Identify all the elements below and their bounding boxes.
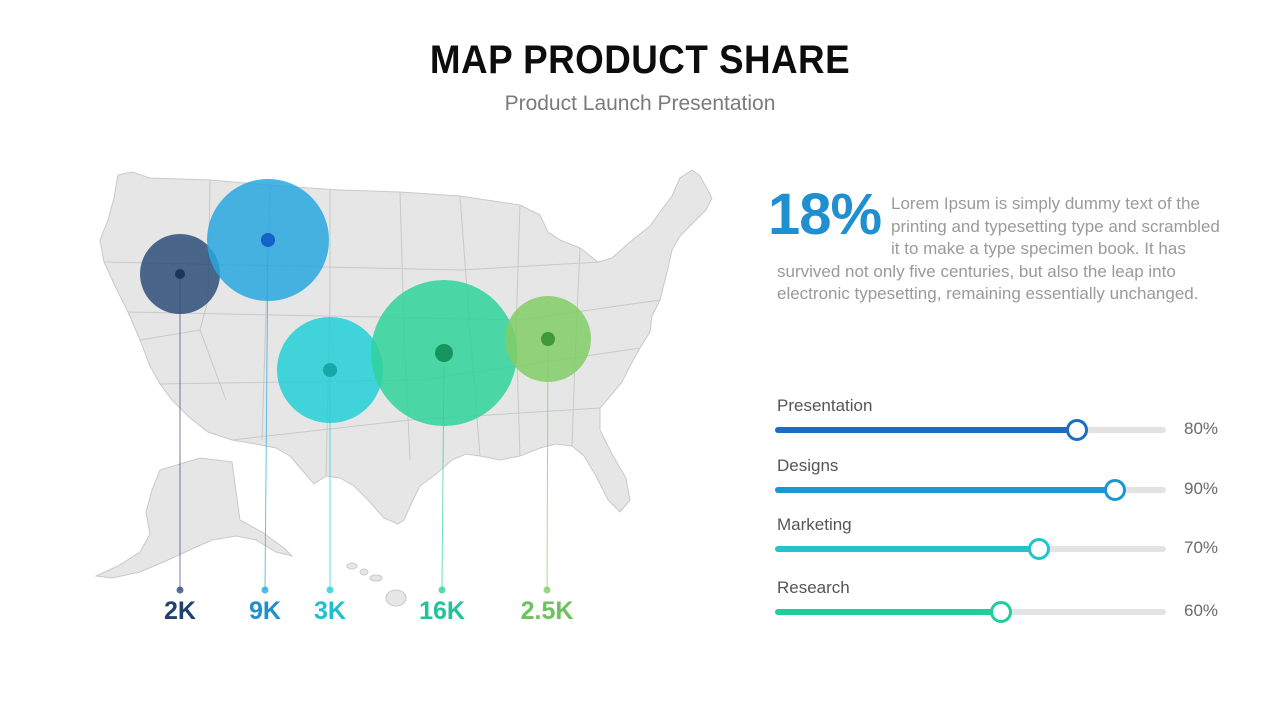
marker-anchor-dot <box>261 586 269 594</box>
progress-bar-value: 80% <box>1184 419 1219 438</box>
marker-value-label: 16K <box>419 597 465 625</box>
progress-bar-marketing: Marketing 70% <box>775 515 1235 560</box>
progress-bar-track <box>775 479 1166 501</box>
marker-anchor-dot <box>176 586 184 594</box>
page-subtitle: Product Launch Presentation <box>504 92 776 115</box>
progress-bar-handle[interactable] <box>1103 479 1126 501</box>
progress-bar-fill <box>775 546 1040 552</box>
marker-value-label: 9K <box>249 597 281 625</box>
progress-bar-fill <box>775 487 1115 493</box>
progress-bar-research: Research 60% <box>775 578 1235 623</box>
map-marker-5[interactable]: 2.5K <box>505 296 591 625</box>
marker-value-label: 3K <box>314 597 346 625</box>
progress-bar-label: Research <box>777 578 850 597</box>
progress-bar-label: Presentation <box>777 396 873 415</box>
progress-bar-handle[interactable] <box>1065 419 1088 441</box>
marker-center-dot <box>435 344 453 362</box>
marker-center-dot <box>261 233 275 247</box>
marker-anchor-dot <box>438 586 446 594</box>
map-marker-2[interactable]: 9K <box>207 179 329 625</box>
progress-bar-value: 90% <box>1184 479 1219 498</box>
progress-bar-handle[interactable] <box>1028 538 1051 560</box>
progress-bar-designs: Designs 90% <box>775 456 1235 501</box>
progress-bar-fill <box>775 427 1077 433</box>
progress-bar-value: 70% <box>1184 538 1219 557</box>
marker-center-dot <box>175 269 185 279</box>
marker-value-label: 2.5K <box>521 597 574 625</box>
stat-description: Lorem Ipsum is simply dummy text of the … <box>777 193 1229 306</box>
progress-bar-fill <box>775 609 1002 615</box>
map-marker-4[interactable]: 16K <box>371 280 517 625</box>
progress-bar-track <box>775 601 1166 623</box>
stat-description-text: Lorem Ipsum is simply dummy text of the … <box>777 194 1220 303</box>
marker-anchor-dot <box>326 586 334 594</box>
page-title: MAP PRODUCT SHARE <box>429 38 851 82</box>
progress-bar-handle[interactable] <box>990 601 1013 623</box>
progress-bar-label: Designs <box>777 456 839 475</box>
progress-bar-track <box>775 419 1166 441</box>
marker-center-dot <box>323 363 337 377</box>
map-marker-3[interactable]: 3K <box>277 317 383 625</box>
map-marker-1[interactable]: 2K <box>140 234 220 625</box>
marker-center-dot <box>541 332 555 346</box>
marker-anchor-dot <box>543 586 551 594</box>
marker-value-label: 2K <box>164 597 196 625</box>
progress-bar-presentation: Presentation 80% <box>775 396 1235 441</box>
progress-bar-track <box>775 538 1166 560</box>
stat-percent: 18% <box>768 182 882 247</box>
hawaii-shape <box>346 562 407 607</box>
progress-bar-label: Marketing <box>777 515 852 534</box>
alaska-shape <box>94 457 294 579</box>
progress-bar-value: 60% <box>1184 601 1219 620</box>
